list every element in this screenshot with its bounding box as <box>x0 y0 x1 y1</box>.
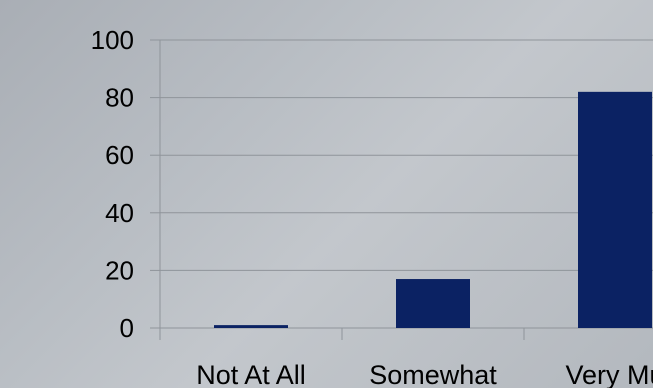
x-tick-labels: Not At All Somewhat Very Mu <box>196 360 653 388</box>
bars <box>214 91 652 328</box>
y-tick-label: 40 <box>105 198 134 228</box>
bar-somewhat <box>396 279 470 328</box>
y-tick-labels: 0 20 40 60 80 100 <box>91 25 134 343</box>
y-tick-label: 100 <box>91 25 134 55</box>
x-tick-label: Very Mu <box>565 360 653 388</box>
bar-not-at-all <box>214 325 288 328</box>
gridlines <box>160 39 653 271</box>
y-tick-label: 60 <box>105 140 134 170</box>
y-tick-label: 20 <box>105 255 134 285</box>
bar-very-mu <box>578 91 652 328</box>
x-tick-label: Not At All <box>196 360 306 388</box>
x-tick-label: Somewhat <box>369 360 497 388</box>
y-tick-label: 0 <box>120 313 134 343</box>
y-tick-label: 80 <box>105 83 134 113</box>
